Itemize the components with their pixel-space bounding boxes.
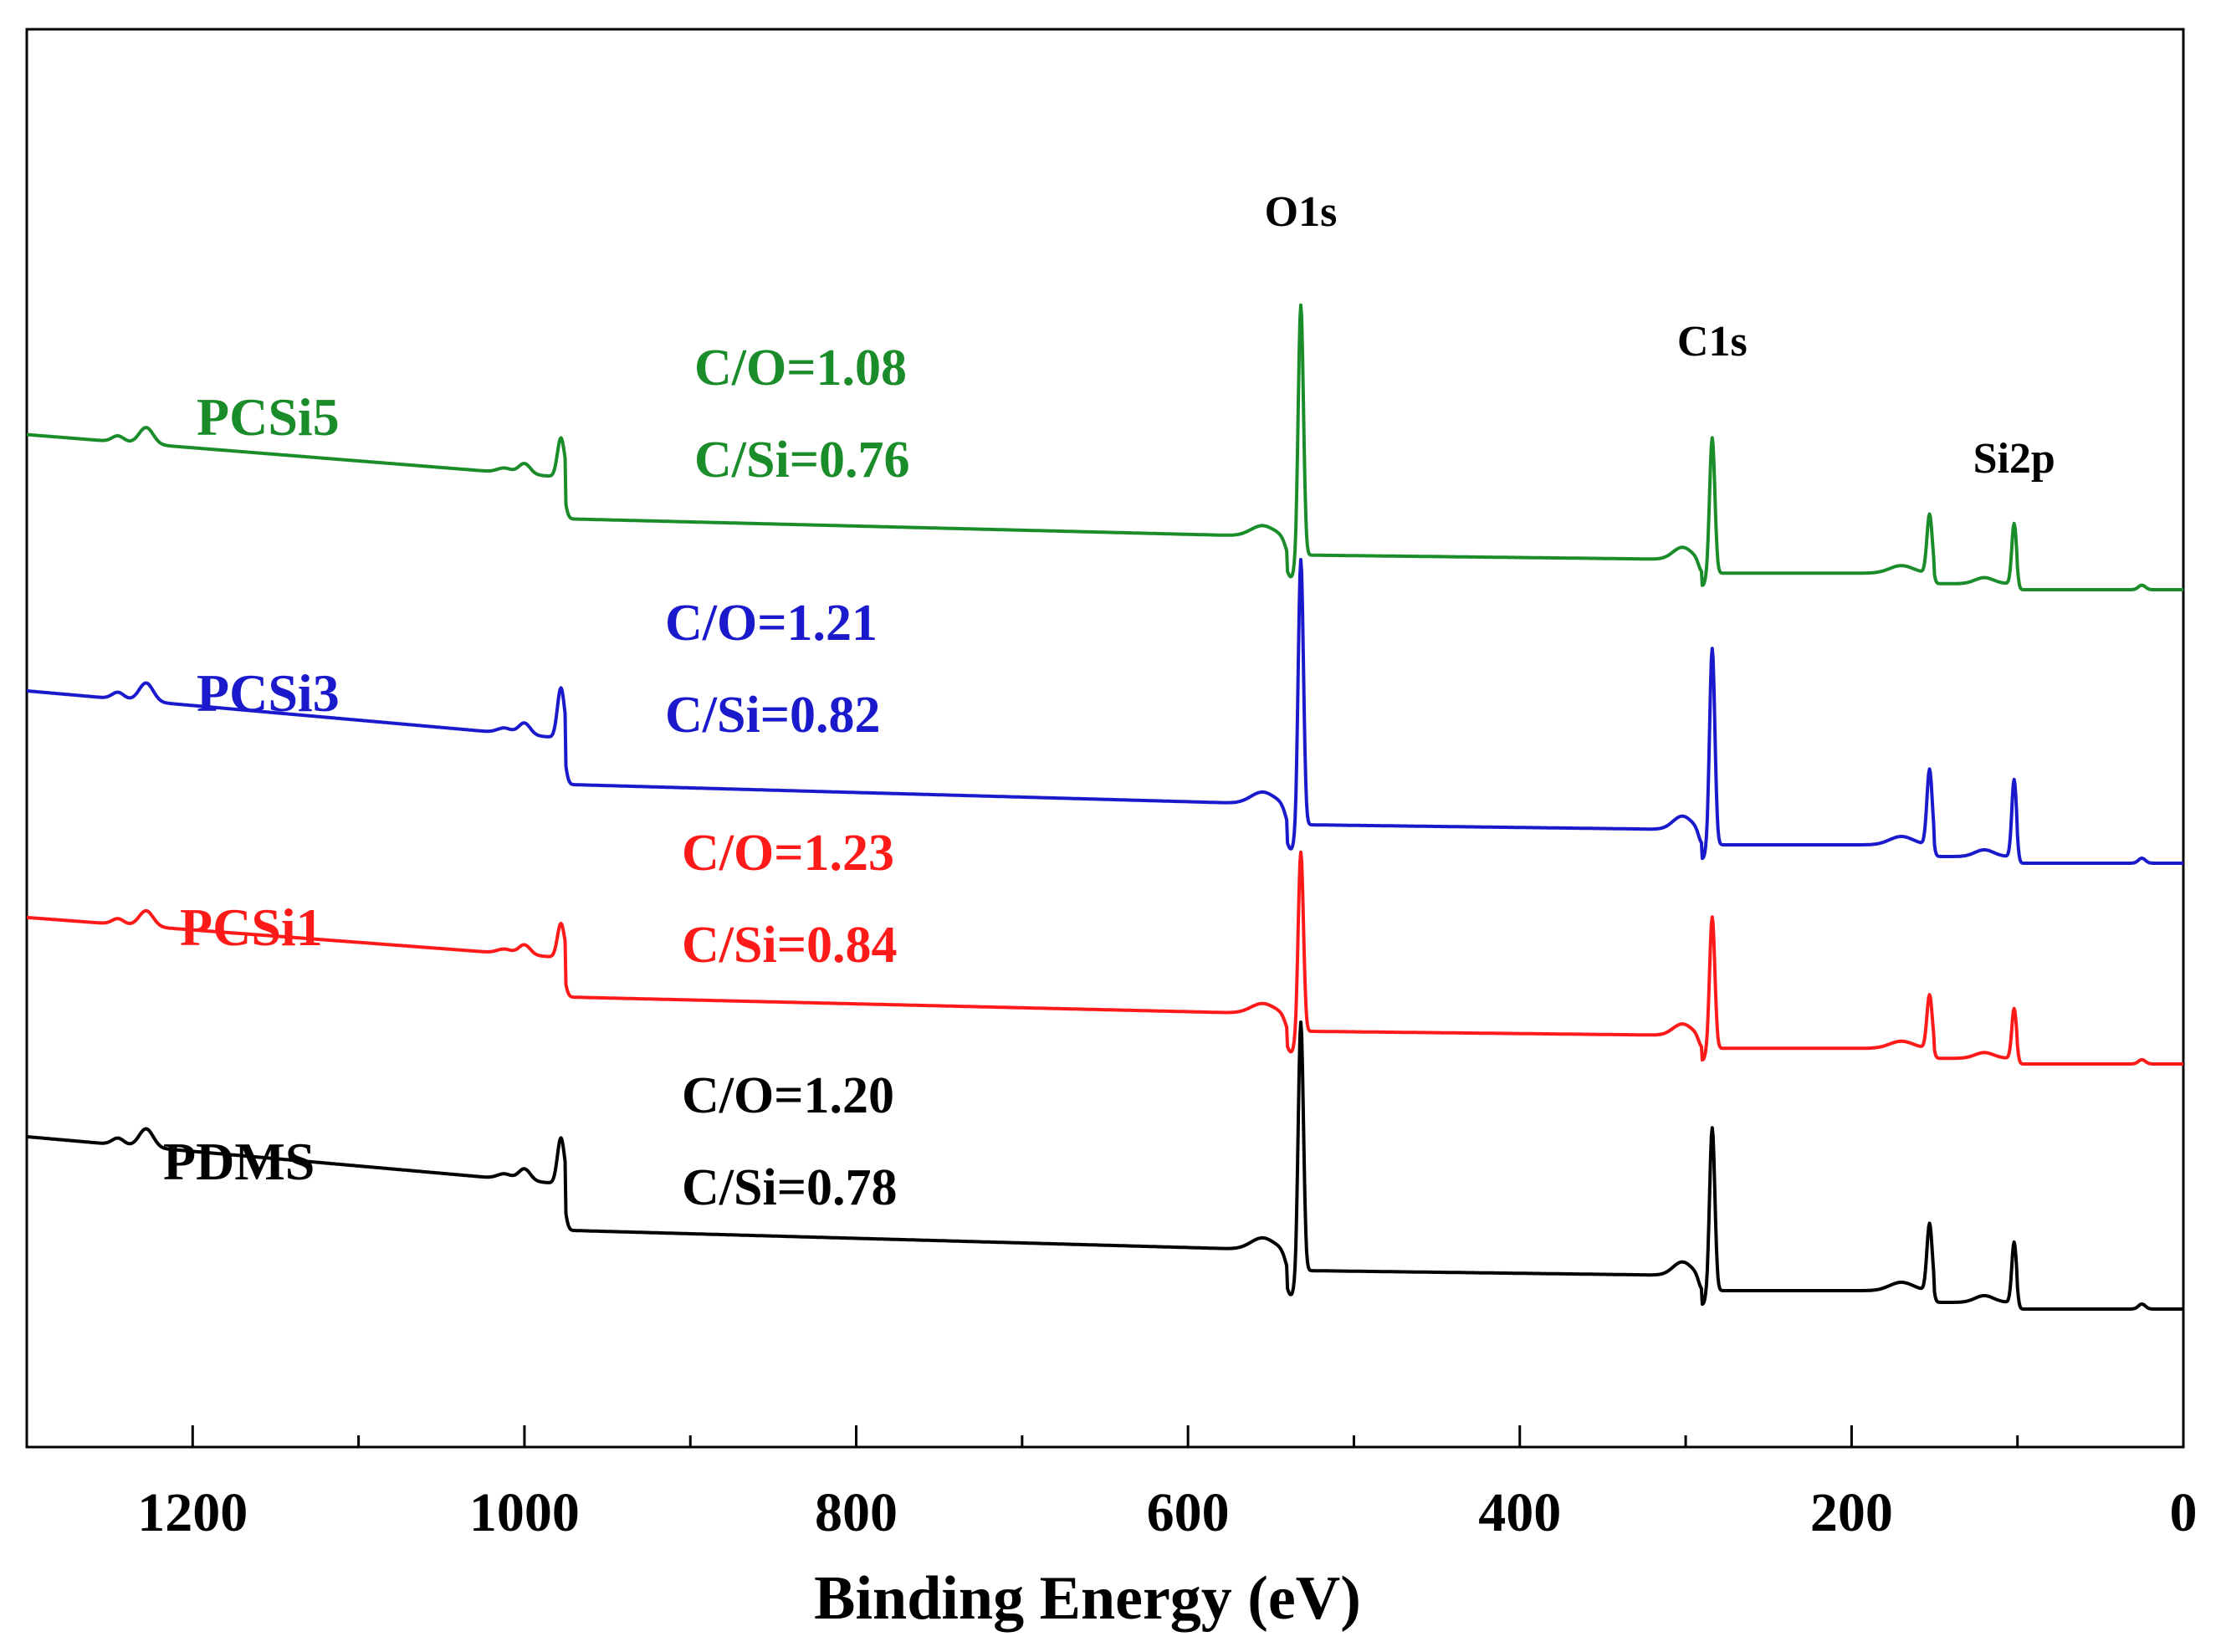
x-tick-label: 800 xyxy=(815,1482,898,1543)
series-name-label: PCSi1 xyxy=(180,898,323,957)
series-name-label: PCSi5 xyxy=(197,387,340,447)
x-tick-label: 0 xyxy=(2170,1482,2198,1543)
peak-labels: O1s C1s Si2p xyxy=(1265,188,2055,483)
series-line-pcsi3 xyxy=(26,558,2184,865)
series-line-pcsi5 xyxy=(26,303,2184,591)
co-ratio-label: C/O=1.08 xyxy=(694,340,907,396)
series-line-pdms xyxy=(26,1020,2184,1311)
series-labels: PDMS C/O=1.20 C/Si=0.78 PCSi1 C/O=1.23 C/Si=0… xyxy=(163,340,910,1216)
x-tick-label: 400 xyxy=(1478,1482,1561,1543)
series-line-pcsi1 xyxy=(26,850,2184,1066)
co-ratio-label: C/O=1.20 xyxy=(682,1067,894,1124)
x-tick-label: 1000 xyxy=(469,1482,580,1543)
x-axis-title: Binding Energy (eV) xyxy=(814,1564,1361,1633)
x-tick-label: 200 xyxy=(1810,1482,1893,1543)
csi-ratio-label: C/Si=0.82 xyxy=(665,687,881,744)
plot-frame xyxy=(25,28,2185,1449)
csi-ratio-label: C/Si=0.76 xyxy=(694,432,910,488)
peak-label-c1s: C1s xyxy=(1677,318,1748,366)
series-name-label: PDMS xyxy=(163,1132,315,1191)
series-name-label: PCSi3 xyxy=(197,663,340,723)
co-ratio-label: C/O=1.23 xyxy=(682,825,894,882)
series-layer xyxy=(26,303,2184,1311)
x-tick-label: 1200 xyxy=(137,1482,248,1543)
x-axis-ticks: 1200 1000 800 600 400 200 0 xyxy=(137,1425,2198,1543)
csi-ratio-label: C/Si=0.78 xyxy=(682,1159,898,1216)
peak-label-o1s: O1s xyxy=(1265,188,1338,236)
x-tick-label: 600 xyxy=(1147,1482,1230,1543)
csi-ratio-label: C/Si=0.84 xyxy=(682,917,898,974)
co-ratio-label: C/O=1.21 xyxy=(665,595,878,652)
peak-label-si2p: Si2p xyxy=(1973,435,2055,483)
